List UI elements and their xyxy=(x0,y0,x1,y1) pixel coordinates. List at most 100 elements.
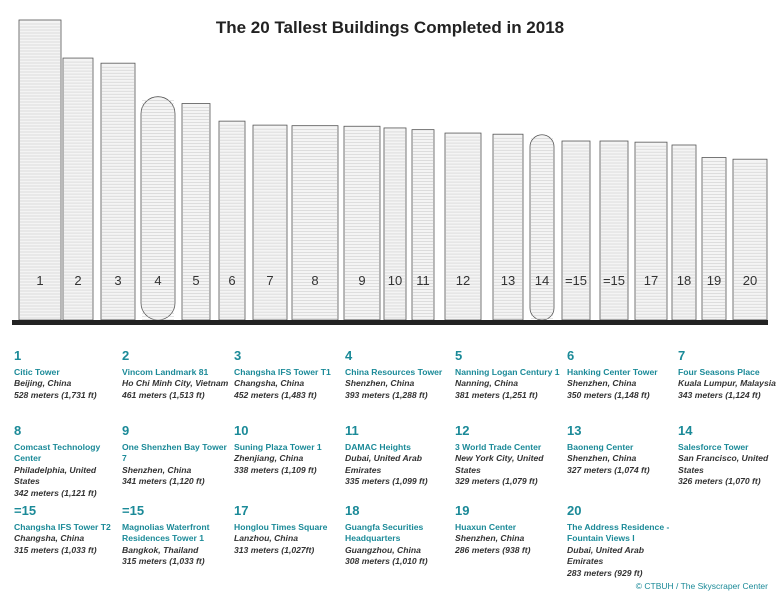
entry-rank: 14 xyxy=(678,423,693,438)
building-rank-label: 19 xyxy=(707,273,721,288)
entry-name: Vincom Landmark 81 xyxy=(122,367,209,377)
entry-height: 343 meters (1,124 ft) xyxy=(678,389,761,400)
building-rank-label: 7 xyxy=(266,273,273,288)
entry-rank: 9 xyxy=(122,423,130,438)
entry-name: Changsha IFS Tower T1 xyxy=(234,367,331,377)
entry-height: 528 meters (1,731 ft) xyxy=(14,389,97,400)
building-shape xyxy=(634,141,668,321)
building-entry: 12 3 World Trade Center New York City, Uni… xyxy=(455,423,563,488)
entry-name: Nanning Logan Century 1 xyxy=(455,367,560,377)
building-entry: 20 The Address Residence - Fountain Views… xyxy=(567,503,675,579)
entry-height: 283 meters (929 ft) xyxy=(567,567,643,578)
building-13: 13 xyxy=(492,133,524,321)
building-shape xyxy=(561,140,591,321)
entry-name: Hanking Center Tower xyxy=(567,367,658,377)
building-shape xyxy=(181,103,211,321)
entry-name: Huaxun Center xyxy=(455,522,517,532)
building-entry: 19 Huaxun Center Shenzhen, China 286 meters… xyxy=(455,503,563,556)
building-rank-label: 1 xyxy=(36,273,43,288)
building-rank-label: 6 xyxy=(228,273,235,288)
entry-height: 335 meters (1,099 ft) xyxy=(345,476,428,487)
entry-name: The Address Residence - Fountain Views I xyxy=(567,522,670,544)
entry-location: San Francisco, United States xyxy=(678,453,769,475)
entry-name: Changsha IFS Tower T2 xyxy=(14,522,111,532)
building-rank-label: 3 xyxy=(114,273,121,288)
building-shape xyxy=(671,144,697,321)
building-entry: 18 Guangfa Securities Headquarters Guangzh… xyxy=(345,503,453,568)
building-entry: 10 Suning Plaza Tower 1 Zhenjiang, China 33… xyxy=(234,423,342,476)
building-shape xyxy=(62,57,94,321)
building-2: 2 xyxy=(62,57,94,321)
entry-location: Dubai, United Arab Emirates xyxy=(345,453,423,475)
building-entry: 1 Citic Tower Beijing, China 528 meters (1,… xyxy=(14,348,122,401)
building-entry: 7 Four Seasons Place Kuala Lumpur, Malaysi… xyxy=(678,348,780,401)
credit: © CTBUH / The Skyscraper Center xyxy=(635,581,768,591)
building-rank-label: 20 xyxy=(743,273,757,288)
entry-name: Suning Plaza Tower 1 xyxy=(234,442,322,452)
entry-rank: 12 xyxy=(455,423,470,438)
entry-location: Changsha, China xyxy=(234,378,305,389)
entry-rank: 8 xyxy=(14,423,22,438)
entry-location: Lanzhou, China xyxy=(234,533,298,544)
building-entry: 4 China Resources Tower Shenzhen, China 393… xyxy=(345,348,453,401)
entry-height: 286 meters (938 ft) xyxy=(455,544,531,555)
building-rank-label: 8 xyxy=(311,273,318,288)
building-8: 8 xyxy=(291,125,339,321)
building-shape xyxy=(218,120,246,321)
building-rank-label: 2 xyxy=(74,273,81,288)
entry-rank: 17 xyxy=(234,503,249,518)
entry-height: 350 meters (1,148 ft) xyxy=(567,389,650,400)
entry-height: 381 meters (1,251 ft) xyxy=(455,389,538,400)
building-20: 20 xyxy=(732,158,768,321)
building-rank-label: 14 xyxy=(535,273,549,288)
entry-height: 338 meters (1,109 ft) xyxy=(234,464,317,475)
building-9: 9 xyxy=(343,125,381,321)
entry-name: Four Seasons Place xyxy=(678,367,760,377)
entry-name: Magnolias Waterfront Residences Tower 1 xyxy=(122,522,210,544)
entry-location: Philadelphia, United States xyxy=(14,464,97,487)
building-rank-label: 10 xyxy=(388,273,402,288)
building-11: 11 xyxy=(411,129,435,321)
entry-height: 326 meters (1,070 ft) xyxy=(678,476,761,487)
entry-location: Beijing, China xyxy=(14,378,72,389)
entry-location: Shenzhen, China xyxy=(455,533,525,544)
entry-rank: 10 xyxy=(234,423,249,438)
entry-rank: 4 xyxy=(345,348,353,363)
entry-location: Ho Chi Minh City, Vietnam xyxy=(122,378,229,389)
entry-name: 3 World Trade Center xyxy=(455,442,542,452)
entry-rank: 3 xyxy=(234,348,242,363)
building-entry: 14 Salesforce Tower San Francisco, United … xyxy=(678,423,780,488)
building-entry: 3 Changsha IFS Tower T1 Changsha, China 452… xyxy=(234,348,342,401)
entry-rank: 20 xyxy=(567,503,582,518)
entry-height: 313 meters (1,027ft) xyxy=(234,544,315,555)
building-6: 6 xyxy=(218,120,246,321)
building-15: =15 xyxy=(561,140,591,321)
entry-name: DAMAC Heights xyxy=(345,442,411,452)
entry-height: 461 meters (1,513 ft) xyxy=(122,389,205,400)
entry-rank: 2 xyxy=(122,348,130,363)
building-shape xyxy=(701,157,727,321)
entry-rank: 11 xyxy=(345,423,359,438)
building-entry: =15 Magnolias Waterfront Residences Tower… xyxy=(122,503,230,568)
entry-rank: 6 xyxy=(567,348,575,363)
building-rank-label: 4 xyxy=(154,273,161,288)
building-rank-label: =15 xyxy=(565,273,587,288)
building-rank-label: 17 xyxy=(644,273,658,288)
building-entry: =15 Changsha IFS Tower T2 Changsha, China 3… xyxy=(14,503,122,556)
entry-height: 393 meters (1,288 ft) xyxy=(345,389,428,400)
entry-location: Guangzhou, China xyxy=(345,544,421,555)
building-entry: 11 DAMAC Heights Dubai, United Arab Emirat… xyxy=(345,423,453,488)
entry-height: 315 meters (1,033 ft) xyxy=(122,556,205,567)
building-rank-label: 9 xyxy=(358,273,365,288)
building-3: 3 xyxy=(100,62,136,321)
entry-name: Comcast Technology Center xyxy=(14,442,101,464)
entry-name: Citic Tower xyxy=(14,367,60,377)
building-19: 19 xyxy=(701,157,727,321)
entry-height: 342 meters (1,121 ft) xyxy=(14,487,97,498)
entry-location: Bangkok, Thailand xyxy=(122,544,199,555)
building-1: 1 xyxy=(18,19,62,321)
building-rank-label: 5 xyxy=(192,273,199,288)
building-rank-label: 13 xyxy=(501,273,515,288)
entry-location: Dubai, United Arab Emirates xyxy=(567,544,645,567)
entry-height: 452 meters (1,483 ft) xyxy=(234,389,317,400)
